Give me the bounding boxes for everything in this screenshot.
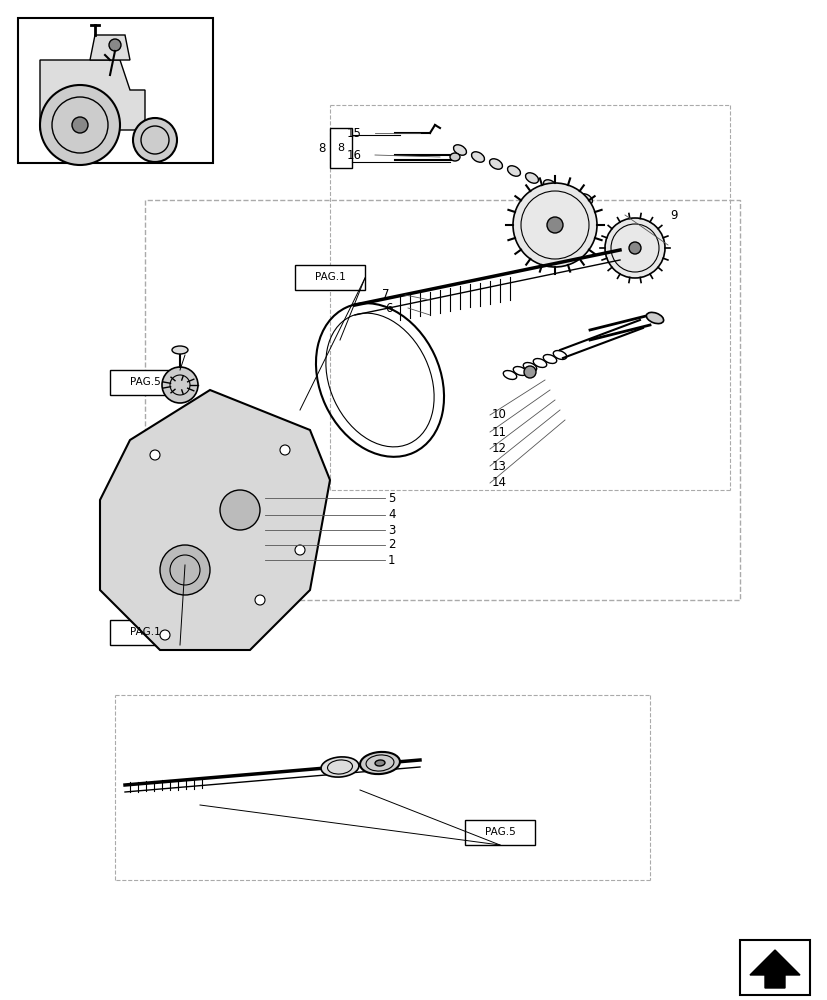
Polygon shape: [90, 35, 130, 60]
Text: 5: 5: [388, 491, 395, 504]
Circle shape: [160, 545, 210, 595]
Bar: [739, 940, 809, 995]
Ellipse shape: [228, 442, 281, 468]
Ellipse shape: [579, 194, 592, 204]
Text: 3: 3: [388, 524, 395, 536]
Bar: [110, 620, 179, 645]
Ellipse shape: [646, 312, 662, 324]
Ellipse shape: [360, 752, 399, 774]
Text: 2: 2: [388, 538, 395, 552]
Polygon shape: [749, 950, 799, 988]
Text: 9: 9: [669, 209, 676, 222]
Circle shape: [294, 545, 304, 555]
Circle shape: [523, 366, 535, 378]
Polygon shape: [40, 60, 145, 130]
Ellipse shape: [449, 153, 460, 161]
Text: 13: 13: [491, 460, 506, 473]
Text: PAG.1: PAG.1: [130, 627, 160, 637]
Circle shape: [547, 217, 562, 233]
Ellipse shape: [221, 447, 274, 473]
Text: 15: 15: [347, 127, 361, 140]
Bar: [145, 200, 739, 600]
Text: PAG.5: PAG.5: [484, 827, 514, 837]
Text: 6: 6: [385, 302, 393, 314]
Text: 16: 16: [347, 149, 361, 162]
Text: 11: 11: [491, 426, 506, 438]
Text: PAG.5: PAG.5: [130, 377, 160, 387]
Bar: [110, 370, 179, 395]
Text: 10: 10: [491, 408, 506, 422]
Ellipse shape: [321, 757, 359, 777]
Circle shape: [109, 39, 121, 51]
Circle shape: [605, 218, 664, 278]
Ellipse shape: [471, 152, 484, 162]
Circle shape: [40, 85, 120, 165]
Ellipse shape: [236, 437, 289, 463]
Ellipse shape: [206, 457, 259, 483]
Circle shape: [513, 183, 596, 267]
Ellipse shape: [453, 145, 466, 155]
Text: 8: 8: [337, 143, 344, 153]
Ellipse shape: [172, 346, 188, 354]
Ellipse shape: [525, 173, 538, 183]
Polygon shape: [100, 390, 330, 650]
Ellipse shape: [507, 166, 520, 176]
Bar: [18, 18, 213, 163]
Ellipse shape: [489, 159, 502, 169]
Circle shape: [162, 367, 198, 403]
Bar: [294, 265, 365, 290]
Text: 12: 12: [491, 442, 506, 456]
Circle shape: [160, 630, 170, 640]
Ellipse shape: [543, 180, 556, 190]
Text: 8: 8: [318, 142, 325, 155]
Ellipse shape: [213, 452, 266, 478]
Circle shape: [280, 445, 289, 455]
Ellipse shape: [375, 760, 385, 766]
Bar: [330, 128, 351, 168]
Circle shape: [629, 242, 640, 254]
Text: 14: 14: [491, 477, 506, 489]
Ellipse shape: [561, 187, 574, 197]
Circle shape: [220, 490, 260, 530]
Text: 4: 4: [388, 508, 395, 522]
Circle shape: [72, 117, 88, 133]
Circle shape: [255, 595, 265, 605]
Circle shape: [133, 118, 177, 162]
Text: PAG.1: PAG.1: [314, 272, 345, 282]
Circle shape: [150, 450, 160, 460]
Bar: [465, 820, 534, 845]
Text: 7: 7: [382, 288, 390, 302]
Text: 1: 1: [388, 554, 395, 566]
